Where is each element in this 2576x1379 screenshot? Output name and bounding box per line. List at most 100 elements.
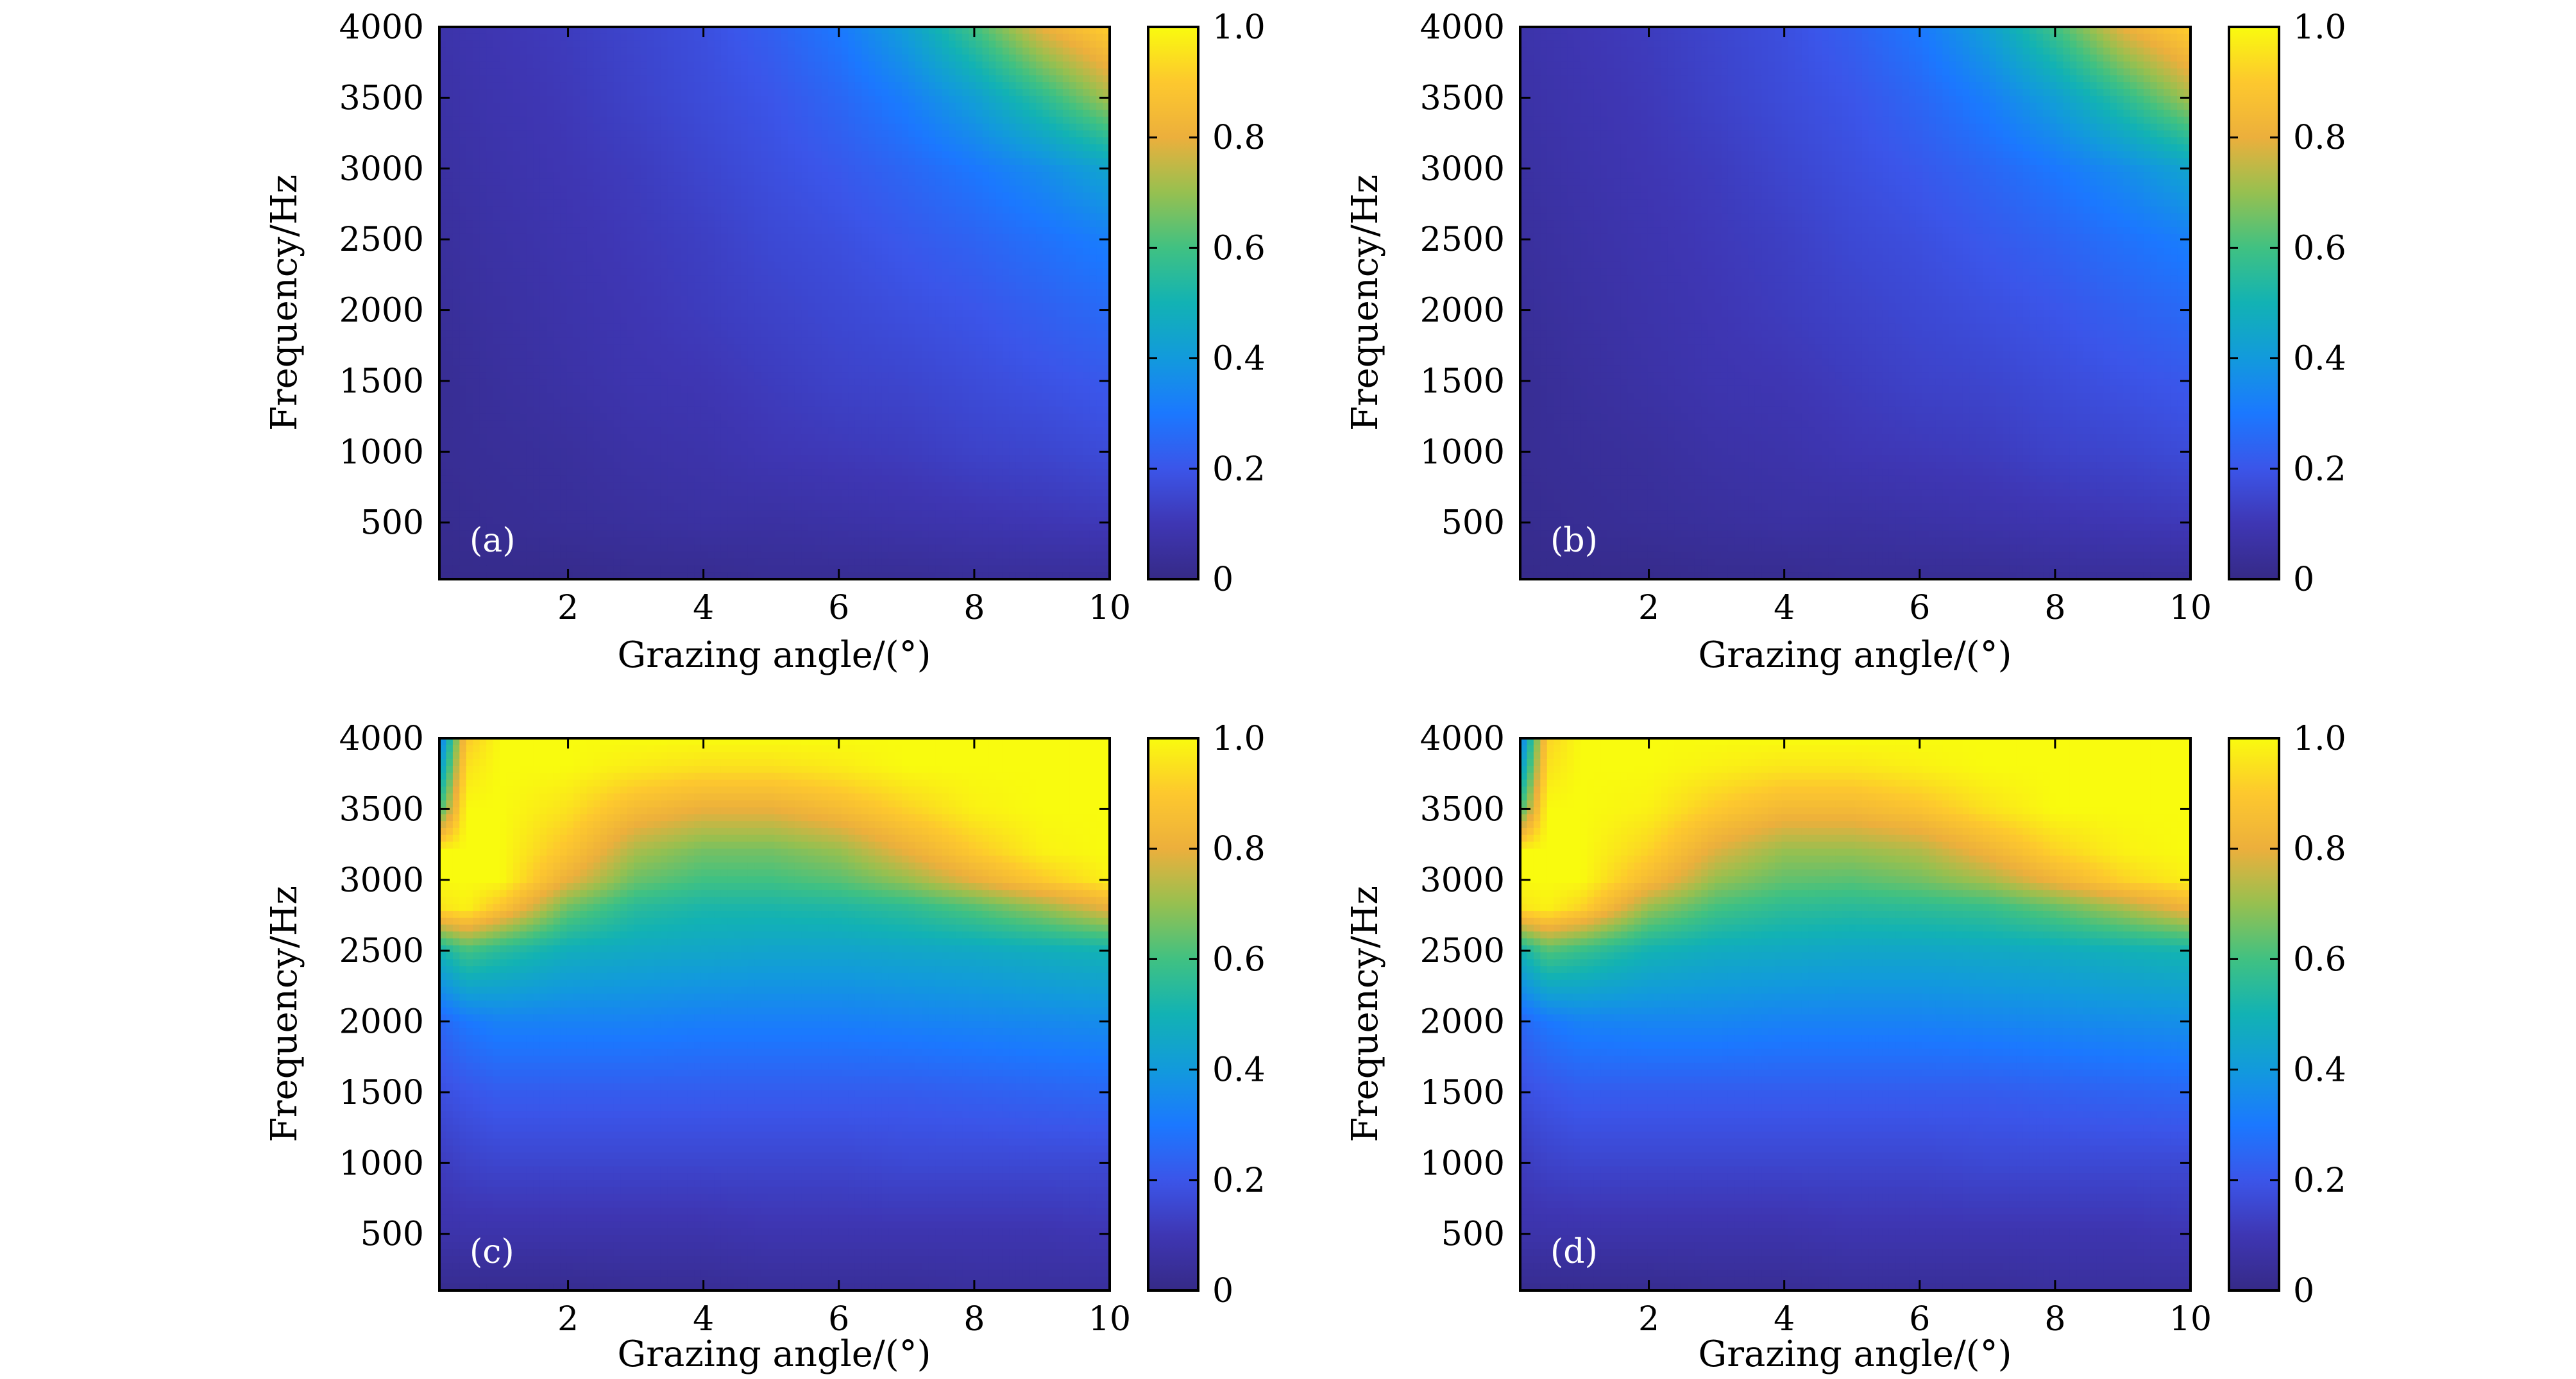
heatmap-cell-a bbox=[808, 96, 815, 103]
heatmap-cell-a bbox=[808, 137, 815, 144]
heatmap-cell-a bbox=[694, 414, 701, 421]
heatmap-cell-a bbox=[727, 151, 734, 158]
heatmap-cell-a bbox=[815, 310, 822, 317]
heatmap-cell-a bbox=[848, 172, 855, 179]
heatmap-cell-a bbox=[507, 34, 514, 41]
heatmap-cell-a bbox=[480, 310, 487, 317]
heatmap-cell-a bbox=[480, 393, 487, 400]
heatmap-cell-a bbox=[688, 192, 695, 199]
heatmap-cell-a bbox=[721, 117, 728, 124]
heatmap-cell-a bbox=[748, 496, 755, 503]
heatmap-cell-a bbox=[573, 462, 580, 469]
heatmap-cell-a bbox=[647, 96, 654, 103]
heatmap-cell-a bbox=[714, 199, 721, 207]
heatmap-cell-a bbox=[667, 552, 674, 559]
heatmap-cell-a bbox=[822, 393, 829, 400]
heatmap-cell-a bbox=[808, 496, 815, 503]
heatmap-cell-a bbox=[661, 124, 668, 131]
heatmap-cell-a bbox=[822, 41, 829, 48]
heatmap-cell-a bbox=[587, 379, 594, 386]
heatmap-cell-a bbox=[453, 434, 460, 441]
heatmap-cell-a bbox=[486, 62, 493, 69]
heatmap-cell-a bbox=[513, 441, 520, 448]
heatmap-cell-a bbox=[547, 62, 554, 69]
heatmap-cell-a bbox=[815, 199, 822, 207]
heatmap-cell-a bbox=[848, 255, 855, 262]
heatmap-cell-a bbox=[801, 124, 808, 131]
heatmap-cell-a bbox=[520, 503, 527, 511]
heatmap-cell-a bbox=[480, 199, 487, 207]
heatmap-cell-a bbox=[754, 248, 761, 255]
heatmap-cell-a bbox=[459, 317, 466, 324]
heatmap-cell-a bbox=[661, 234, 668, 241]
heatmap-cell-a bbox=[607, 34, 614, 41]
heatmap-cell-a bbox=[560, 489, 567, 496]
heatmap-cell-a bbox=[580, 524, 587, 531]
heatmap-cell-a bbox=[593, 531, 600, 538]
heatmap-cell-a bbox=[688, 172, 695, 179]
heatmap-cell-a bbox=[815, 269, 822, 276]
heatmap-cell-a bbox=[527, 96, 534, 103]
heatmap-cell-a bbox=[641, 103, 648, 110]
heatmap-cell-a bbox=[593, 434, 600, 441]
heatmap-cell-a bbox=[708, 531, 715, 538]
heatmap-cell-a bbox=[600, 214, 607, 221]
heatmap-cell-a bbox=[661, 379, 668, 386]
heatmap-cell-a bbox=[466, 220, 473, 227]
heatmap-cell-a bbox=[828, 220, 835, 227]
heatmap-cell-a bbox=[446, 482, 453, 489]
heatmap-cell-a bbox=[708, 192, 715, 199]
heatmap-cell-a bbox=[520, 207, 527, 214]
heatmap-cell-a bbox=[547, 269, 554, 276]
heatmap-cell-a bbox=[761, 130, 768, 137]
heatmap-cell-a bbox=[580, 69, 587, 76]
heatmap-cell-a bbox=[540, 82, 547, 89]
heatmap-cell-a bbox=[627, 158, 634, 165]
heatmap-cell-a bbox=[801, 469, 808, 476]
heatmap-cell-a bbox=[801, 393, 808, 400]
heatmap-cell-a bbox=[466, 489, 473, 496]
heatmap-cell-a bbox=[547, 241, 554, 248]
heatmap-cell-a bbox=[801, 324, 808, 331]
heatmap-cell-a bbox=[781, 359, 788, 366]
heatmap-cell-a bbox=[560, 517, 567, 524]
heatmap-cell-a bbox=[466, 227, 473, 234]
heatmap-cell-a bbox=[842, 489, 849, 496]
heatmap-cell-a bbox=[681, 386, 688, 393]
heatmap-cell-a bbox=[674, 96, 681, 103]
heatmap-cell-a bbox=[459, 407, 466, 414]
heatmap-cell-a bbox=[727, 552, 734, 559]
heatmap-cell-a bbox=[587, 62, 594, 69]
heatmap-cell-a bbox=[727, 496, 734, 503]
heatmap-cell-a bbox=[828, 331, 835, 338]
heatmap-cell-a bbox=[694, 365, 701, 372]
heatmap-cell-a bbox=[848, 351, 855, 359]
heatmap-cell-a bbox=[580, 517, 587, 524]
heatmap-cell-a bbox=[527, 41, 534, 48]
heatmap-cell-a bbox=[835, 69, 842, 76]
heatmap-cell-a bbox=[674, 517, 681, 524]
heatmap-cell-a bbox=[513, 117, 520, 124]
heatmap-cell-a bbox=[781, 262, 788, 269]
heatmap-cell-a bbox=[593, 34, 600, 41]
heatmap-cell-a bbox=[486, 365, 493, 372]
heatmap-cell-a bbox=[593, 379, 600, 386]
heatmap-cell-a bbox=[527, 151, 534, 158]
heatmap-cell-a bbox=[761, 117, 768, 124]
heatmap-cell-a bbox=[741, 192, 748, 199]
heatmap-cell-a bbox=[694, 289, 701, 296]
heatmap-cell-a bbox=[828, 448, 835, 455]
heatmap-cell-a bbox=[761, 220, 768, 227]
heatmap-cell-a bbox=[527, 89, 534, 96]
heatmap-cell-a bbox=[748, 255, 755, 262]
heatmap-cell-a bbox=[714, 420, 721, 427]
heatmap-cell-a bbox=[701, 303, 708, 310]
heatmap-cell-a bbox=[815, 476, 822, 483]
heatmap-cell-a bbox=[493, 124, 500, 131]
heatmap-cell-a bbox=[701, 255, 708, 262]
heatmap-cell-a bbox=[801, 241, 808, 248]
heatmap-cell-a bbox=[600, 248, 607, 255]
heatmap-cell-a bbox=[573, 296, 580, 303]
heatmap-cell-a bbox=[486, 565, 493, 572]
heatmap-cell-a bbox=[708, 289, 715, 296]
